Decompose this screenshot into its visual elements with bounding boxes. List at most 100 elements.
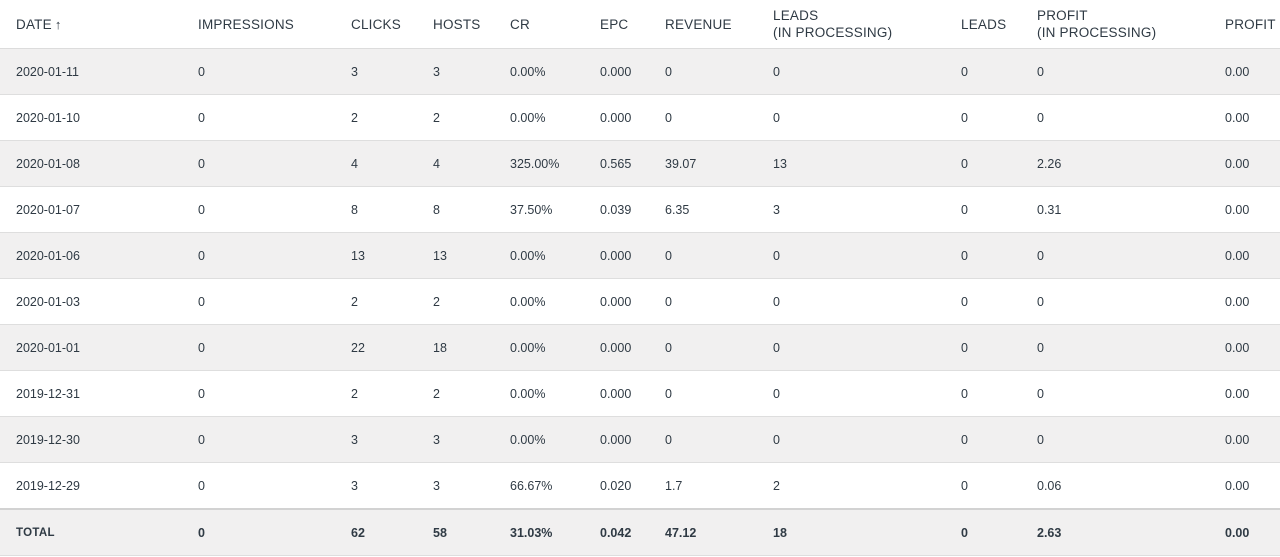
cell-profit-in-processing: 0 — [1021, 94, 1209, 141]
total-label: TOTAL — [0, 508, 182, 556]
cell-impressions: 0 — [182, 48, 335, 95]
cell-hosts: 2 — [417, 278, 494, 325]
cell-clicks: 2 — [335, 94, 417, 141]
table-row: 2019-12-29 0 3 3 66.67% 0.020 1.7 2 0 0.06 0.00 — [0, 462, 1280, 510]
cell-clicks: 3 — [335, 416, 417, 463]
total-epc: 0.042 — [584, 508, 649, 556]
cell-clicks: 2 — [335, 370, 417, 417]
table-row: 2020-01-08 0 4 4 325.00% 0.565 39.07 13 0 2.26 0.0… — [0, 140, 1280, 187]
cell-hosts: 18 — [417, 324, 494, 371]
cell-impressions: 0 — [182, 94, 335, 141]
column-header-impressions[interactable]: IMPRESSIONS — [182, 0, 335, 49]
total-leads: 0 — [945, 508, 1021, 556]
total-row: TOTAL 0 62 58 31.03% 0.042 47.12 18 0 2.63 0.00 — [0, 508, 1280, 556]
cell-impressions: 0 — [182, 462, 335, 510]
cell-leads-in-processing: 2 — [757, 462, 945, 510]
table-row: 2020-01-06 0 13 13 0.00% 0.000 0 0 0 0 0.00 — [0, 232, 1280, 279]
cell-profit: 0.00 — [1209, 278, 1280, 325]
cell-clicks: 4 — [335, 140, 417, 187]
cell-cr: 0.00% — [494, 370, 584, 417]
cell-leads-in-processing: 13 — [757, 140, 945, 187]
cell-revenue: 0 — [649, 416, 757, 463]
column-header-clicks[interactable]: CLICKS — [335, 0, 417, 49]
cell-date: 2019-12-29 — [0, 462, 182, 510]
cell-cr: 0.00% — [494, 232, 584, 279]
total-impressions: 0 — [182, 508, 335, 556]
cell-leads: 0 — [945, 324, 1021, 371]
cell-profit: 0.00 — [1209, 48, 1280, 95]
cell-date: 2020-01-01 — [0, 324, 182, 371]
cell-profit: 0.00 — [1209, 140, 1280, 187]
table-row: 2020-01-01 0 22 18 0.00% 0.000 0 0 0 0 0.00 — [0, 324, 1280, 371]
cell-date: 2020-01-11 — [0, 48, 182, 95]
cell-cr: 0.00% — [494, 324, 584, 371]
cell-profit: 0.00 — [1209, 370, 1280, 417]
sort-ascending-icon: ↑ — [54, 16, 62, 32]
cell-epc: 0.020 — [584, 462, 649, 510]
cell-epc: 0.000 — [584, 232, 649, 279]
cell-leads: 0 — [945, 48, 1021, 95]
cell-profit: 0.00 — [1209, 186, 1280, 233]
cell-profit: 0.00 — [1209, 416, 1280, 463]
column-header-cr[interactable]: CR — [494, 0, 584, 49]
table-row: 2019-12-30 0 3 3 0.00% 0.000 0 0 0 0 0.00 — [0, 416, 1280, 463]
cell-leads-in-processing: 0 — [757, 324, 945, 371]
column-header-epc[interactable]: EPC — [584, 0, 649, 49]
cell-leads: 0 — [945, 140, 1021, 187]
cell-epc: 0.000 — [584, 48, 649, 95]
table-header: DATE ↑ IMPRESSIONS CLICKS HOSTS CR EPC RE… — [0, 0, 1280, 49]
cell-date: 2019-12-30 — [0, 416, 182, 463]
cell-date: 2020-01-08 — [0, 140, 182, 187]
cell-cr: 37.50% — [494, 186, 584, 233]
column-header-profit[interactable]: PROFIT — [1209, 0, 1280, 49]
column-header-sublabel: (IN PROCESSING) — [773, 25, 893, 40]
cell-revenue: 39.07 — [649, 140, 757, 187]
cell-profit-in-processing: 0 — [1021, 416, 1209, 463]
column-header-leads-in-processing[interactable]: LEADS (IN PROCESSING) — [757, 0, 945, 49]
table-row: 2020-01-10 0 2 2 0.00% 0.000 0 0 0 0 0.00 — [0, 94, 1280, 141]
cell-impressions: 0 — [182, 324, 335, 371]
cell-profit-in-processing: 0 — [1021, 232, 1209, 279]
cell-impressions: 0 — [182, 416, 335, 463]
total-profit-in-processing: 2.63 — [1021, 508, 1209, 556]
cell-clicks: 3 — [335, 462, 417, 510]
total-hosts: 58 — [417, 508, 494, 556]
table-body: 2020-01-11 0 3 3 0.00% 0.000 0 0 0 0 0.00 2020-01-1… — [0, 48, 1280, 510]
column-header-profit-in-processing[interactable]: PROFIT (IN PROCESSING) — [1021, 0, 1209, 49]
cell-revenue: 0 — [649, 232, 757, 279]
cell-profit-in-processing: 0.06 — [1021, 462, 1209, 510]
cell-revenue: 1.7 — [649, 462, 757, 510]
cell-epc: 0.000 — [584, 416, 649, 463]
cell-leads: 0 — [945, 416, 1021, 463]
cell-hosts: 4 — [417, 140, 494, 187]
cell-revenue: 0 — [649, 324, 757, 371]
column-header-label: DATE — [16, 16, 52, 32]
column-header-hosts[interactable]: HOSTS — [417, 0, 494, 49]
cell-clicks: 8 — [335, 186, 417, 233]
column-header-date[interactable]: DATE ↑ — [0, 0, 182, 49]
cell-revenue: 0 — [649, 48, 757, 95]
column-header-sublabel: (IN PROCESSING) — [1037, 25, 1157, 40]
cell-impressions: 0 — [182, 278, 335, 325]
total-clicks: 62 — [335, 508, 417, 556]
cell-profit-in-processing: 0 — [1021, 278, 1209, 325]
total-leads-in-processing: 18 — [757, 508, 945, 556]
column-header-leads[interactable]: LEADS — [945, 0, 1021, 49]
cell-date: 2019-12-31 — [0, 370, 182, 417]
cell-profit-in-processing: 0 — [1021, 324, 1209, 371]
cell-epc: 0.039 — [584, 186, 649, 233]
cell-cr: 0.00% — [494, 94, 584, 141]
column-header-label: PROFIT — [1037, 8, 1088, 23]
cell-cr: 66.67% — [494, 462, 584, 510]
cell-leads-in-processing: 0 — [757, 48, 945, 95]
table-row: 2020-01-11 0 3 3 0.00% 0.000 0 0 0 0 0.00 — [0, 48, 1280, 95]
cell-hosts: 2 — [417, 94, 494, 141]
column-header-revenue[interactable]: REVENUE — [649, 0, 757, 49]
table-row: 2020-01-03 0 2 2 0.00% 0.000 0 0 0 0 0.00 — [0, 278, 1280, 325]
cell-profit-in-processing: 2.26 — [1021, 140, 1209, 187]
cell-leads: 0 — [945, 278, 1021, 325]
column-header-label: LEADS — [773, 8, 819, 23]
total-revenue: 47.12 — [649, 508, 757, 556]
cell-leads: 0 — [945, 370, 1021, 417]
